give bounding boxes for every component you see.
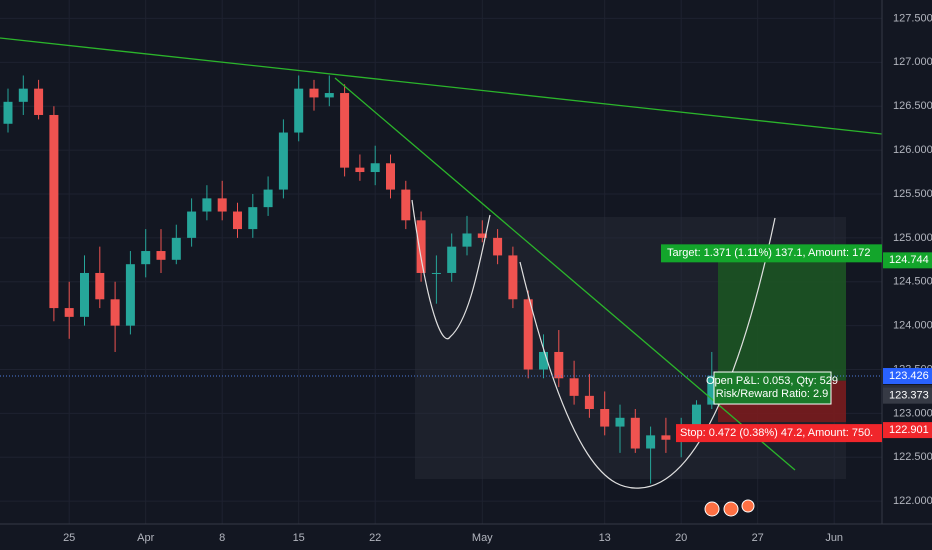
candle-body: [600, 409, 610, 427]
x-tick-label: May: [472, 532, 493, 544]
candle-body: [233, 211, 242, 230]
candle-body: [217, 198, 227, 212]
candle-body: [156, 251, 166, 260]
stop-price-tag-bg: [883, 422, 932, 439]
last-price-tag: 123.426: [889, 370, 929, 382]
candle-body: [64, 308, 74, 317]
target-label: Target: 1.371 (1.11%) 137.1, Amount: 172: [667, 247, 870, 259]
y-tick-label: 125.500: [893, 188, 932, 200]
candle-body: [95, 272, 105, 300]
entry-price-tag-bg: [883, 387, 932, 404]
axes: 127.500 127.000 126.500 126.000 125.500 125.0…: [63, 12, 932, 544]
trend-line: [0, 37, 883, 135]
candle-body: [18, 88, 28, 102]
price-axis: [882, 0, 932, 550]
cup-curve: [519, 217, 776, 489]
x-tick-label: Apr: [137, 532, 154, 544]
y-tick-label: 122.500: [893, 451, 932, 463]
candle-body: [263, 189, 273, 208]
y-tick-label: 127.000: [893, 56, 932, 68]
candle-body: [386, 163, 395, 190]
candle-body: [309, 88, 319, 98]
stop-box: [676, 424, 882, 443]
candle-body: [569, 378, 579, 396]
candle-body: [171, 237, 181, 260]
candle-body: [692, 404, 701, 427]
x-tick-label: 20: [675, 532, 687, 544]
candle-body: [462, 233, 472, 247]
last-price-tag-bg: [883, 368, 932, 385]
candle-body: [401, 189, 411, 221]
candle-body: [324, 93, 334, 98]
candles: [3, 75, 717, 484]
y-tick-label: 126.500: [893, 100, 932, 112]
candle-body: [294, 88, 304, 133]
stop-price-tag: 122.901: [889, 424, 929, 436]
candle-body: [187, 211, 197, 238]
candle-body: [355, 167, 365, 173]
candle-body: [416, 220, 426, 273]
y-tick-label: 125.000: [893, 232, 932, 244]
x-tick-label: 8: [219, 532, 225, 544]
candle-body: [493, 237, 503, 256]
logo: [704, 501, 720, 517]
x-tick-label: 27: [752, 532, 764, 544]
candle-body: [477, 233, 487, 238]
y-tick-label: 124.000: [893, 320, 932, 332]
candle-body: [554, 351, 564, 379]
candle-body: [141, 251, 151, 265]
cup-curve: [411, 199, 491, 340]
entry-price-tag: 123.373: [889, 390, 929, 402]
logo: [723, 501, 739, 517]
candle-body: [615, 417, 625, 427]
target-price-tag-bg: [883, 252, 932, 269]
candle-body: [539, 351, 548, 370]
candle-body: [523, 299, 533, 370]
candle-body: [49, 114, 59, 309]
x-tick-label: 22: [369, 532, 381, 544]
candle-body: [630, 417, 640, 449]
risk-reward-label: Risk/Reward Ratio: 2.9: [716, 388, 829, 400]
candle-body: [707, 375, 717, 405]
candle-body: [110, 299, 120, 326]
candle-body: [34, 88, 44, 115]
annotations: Target: 1.371 (1.11%) 137.1, Amount: 172…: [0, 244, 882, 443]
x-tick-label: 13: [599, 532, 611, 544]
target-box: [661, 244, 882, 263]
y-tick-label: 123.000: [893, 407, 932, 419]
open-pl-label: Open P&L: 0.053, Qty: 529: [706, 375, 838, 387]
x-tick-label: 25: [63, 532, 75, 544]
candle-body: [125, 264, 135, 326]
candle-body: [508, 255, 518, 300]
candle-body: [340, 93, 350, 168]
x-tick-label: 15: [293, 532, 305, 544]
candle-body: [248, 207, 258, 230]
y-tick-label: 124.500: [893, 276, 932, 288]
logo: [741, 499, 755, 513]
stop-label: Stop: 0.472 (0.38%) 47.2, Amount: 750.: [680, 427, 873, 439]
candle-body: [447, 246, 457, 273]
y-tick-label: 126.000: [893, 144, 932, 156]
logos: [704, 499, 755, 517]
candle-body: [278, 132, 288, 190]
candle-body: [202, 198, 212, 212]
x-tick-label: Jun: [825, 532, 843, 544]
y-tick-label: 127.500: [893, 12, 932, 24]
target-price-tag: 124.744: [889, 254, 929, 266]
y-tick-label: 122.000: [893, 495, 932, 507]
candle-body: [431, 272, 441, 274]
pl-box: [713, 371, 832, 405]
candle-body: [661, 435, 671, 440]
candle-body: [370, 163, 380, 173]
candle-body: [646, 435, 656, 449]
profit-zone: [718, 260, 846, 381]
candle-body: [3, 101, 13, 124]
candle-body: [80, 272, 89, 317]
candle-body: [584, 395, 594, 410]
